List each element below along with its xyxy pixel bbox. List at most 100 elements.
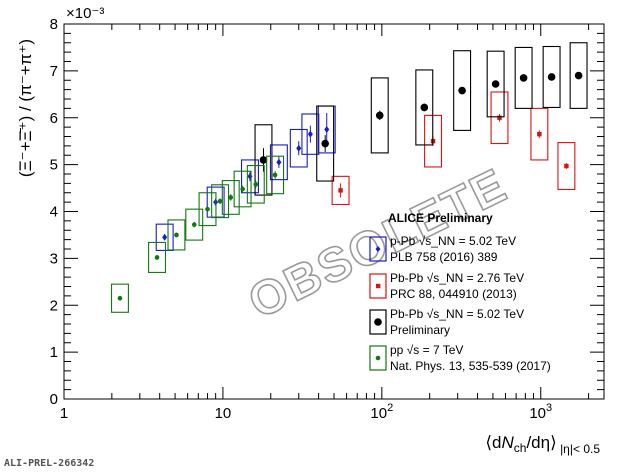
series-3 (110, 155, 285, 313)
sys-box (557, 142, 576, 191)
legend-system-label: p-Pb √s_NN = 5.02 TeV (390, 234, 516, 248)
legend-marker (375, 355, 381, 361)
y-tick-label: 7 (50, 63, 58, 80)
legend-entry-2: Pb-Pb √s_NN = 5.02 TeV Preliminary (369, 307, 524, 337)
sys-box (486, 50, 505, 118)
sys-box (370, 77, 389, 154)
sys-box (453, 50, 472, 131)
sys-box (266, 155, 285, 195)
sys-box (211, 184, 230, 219)
x-tick-label: 102 (370, 402, 393, 422)
legend-system-label: Pb-Pb √s_NN = 2.76 TeV (390, 271, 524, 285)
data-point (564, 163, 569, 169)
legend-reference: PLB 758 (2016) 389 (390, 250, 498, 264)
sys-box (316, 105, 335, 182)
y-tick-label: 1 (50, 344, 58, 361)
data-point (574, 71, 583, 80)
y-tick-label: 5 (50, 157, 58, 174)
data-point (519, 74, 528, 82)
data-layer (110, 42, 588, 313)
legend-marker (374, 318, 382, 326)
legend-entry-0: p-Pb √s_NN = 5.02 TeV PLB 758 (2016) 389 (369, 234, 516, 264)
sys-box (269, 144, 288, 181)
sys-box (530, 107, 549, 161)
data-point (174, 232, 179, 238)
data-point (420, 103, 429, 112)
sys-box (240, 159, 259, 194)
y-axis-title: (Ξ⁻+Ξ̄⁺) / (π⁻+π⁺) (16, 39, 35, 177)
series-0 (155, 105, 336, 251)
legend-system-label: Pb-Pb √s_NN = 5.02 TeV (390, 307, 524, 321)
sys-box (246, 165, 265, 204)
data-point (497, 115, 502, 120)
data-point (307, 130, 313, 138)
sys-box (110, 283, 129, 313)
data-point (296, 144, 302, 152)
data-point (191, 222, 197, 227)
sys-box (221, 180, 240, 215)
sys-box (254, 124, 273, 196)
data-point (205, 206, 210, 212)
sys-box (148, 241, 167, 273)
legend: ALICE Preliminary p-Pb √s_NN = 5.02 TeV P… (369, 211, 551, 373)
x-tick-label: 10 (215, 405, 232, 422)
y-tick-label: 8 (50, 16, 58, 33)
data-point (272, 172, 278, 178)
sys-box (198, 192, 217, 227)
data-point (491, 80, 500, 88)
data-point (324, 125, 330, 133)
data-point (117, 295, 123, 301)
data-point (217, 198, 223, 204)
data-point (228, 195, 234, 200)
sys-box (542, 45, 561, 108)
series-2 (254, 42, 588, 196)
data-point (240, 186, 245, 192)
sys-box (185, 208, 204, 241)
legend-sys-box (369, 236, 387, 262)
legend-reference: PRC 88, 044910 (2013) (390, 287, 517, 301)
y-tick-label: 4 (50, 204, 58, 221)
data-point (259, 156, 268, 164)
legend-sys-box (369, 309, 387, 335)
x-tick-label: 1 (60, 405, 68, 422)
y-tick-label: 6 (50, 110, 58, 127)
legend-system-label: pp √s = 7 TeV (390, 343, 463, 357)
series-1 (331, 91, 576, 206)
legend-reference: Preliminary (390, 323, 450, 337)
legend-header: ALICE Preliminary (388, 211, 493, 225)
sys-box (233, 170, 252, 208)
data-point (253, 182, 259, 187)
x-tick-label: 103 (529, 402, 552, 422)
data-point (547, 73, 556, 81)
y-tick-label: 0 (50, 391, 58, 408)
data-point (247, 172, 253, 180)
legend-marker (376, 283, 381, 289)
data-point (162, 233, 168, 241)
sys-box (167, 219, 186, 251)
figure-tag: ALI-PREL-266342 (4, 458, 94, 469)
sys-box (514, 46, 533, 109)
y-tick-label: 3 (50, 250, 58, 267)
y-axis-multiplier: ×10⁻³ (66, 5, 104, 22)
legend-sys-box (369, 345, 387, 371)
x-axis-title: ⟨dNch/dη⟩ |η|< 0.5 (485, 433, 600, 456)
sys-box (155, 223, 174, 251)
y-tick-label: 2 (50, 297, 58, 314)
data-point (375, 111, 384, 120)
sys-box (490, 91, 509, 145)
data-point (338, 188, 343, 193)
legend-entry-3: pp √s = 7 TeV Nat. Phys. 13, 535-539 (201… (369, 343, 551, 373)
legend-marker (375, 246, 381, 252)
sys-box (331, 175, 350, 206)
sys-box (289, 128, 308, 168)
legend-reference: Nat. Phys. 13, 535-539 (2017) (390, 359, 551, 373)
sys-box (569, 42, 588, 109)
sys-box (415, 69, 434, 146)
data-point (276, 158, 282, 166)
data-point (154, 255, 160, 260)
legend-entry-1: Pb-Pb √s_NN = 2.76 TeV PRC 88, 044910 (20… (369, 271, 524, 301)
data-point (458, 86, 466, 95)
legend-sys-box (369, 273, 387, 299)
